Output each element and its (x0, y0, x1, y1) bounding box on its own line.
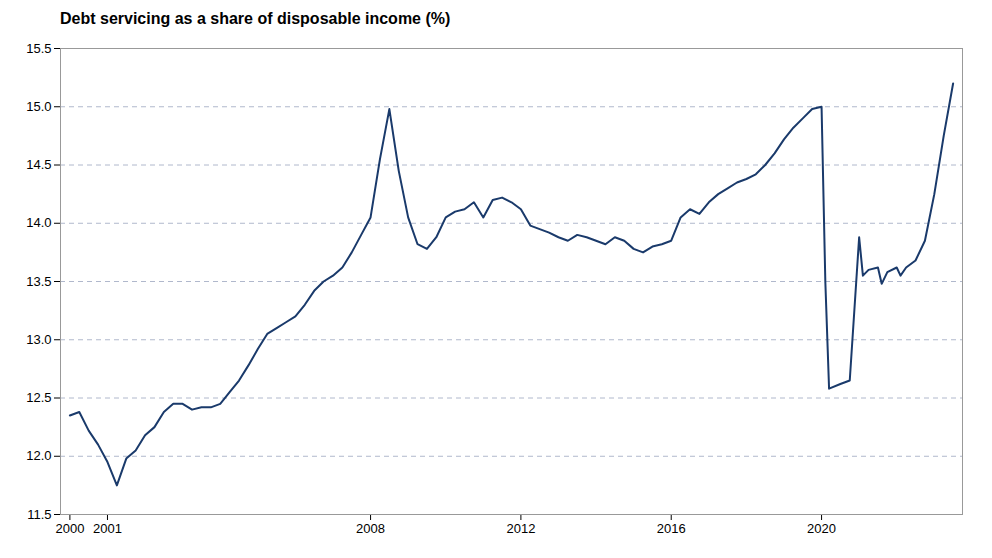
svg-text:2020: 2020 (807, 521, 836, 536)
svg-text:2008: 2008 (356, 521, 385, 536)
svg-text:13.5: 13.5 (26, 274, 51, 289)
svg-text:11.5: 11.5 (27, 507, 51, 522)
svg-text:12.5: 12.5 (26, 390, 51, 405)
svg-text:2000: 2000 (55, 521, 84, 536)
svg-text:2016: 2016 (657, 521, 686, 536)
svg-text:2001: 2001 (93, 521, 122, 536)
svg-text:14.0: 14.0 (26, 215, 51, 230)
svg-text:14.5: 14.5 (26, 157, 51, 172)
svg-text:13.0: 13.0 (26, 332, 51, 347)
svg-text:12.0: 12.0 (26, 448, 51, 463)
svg-text:15.5: 15.5 (26, 41, 51, 56)
svg-text:2012: 2012 (506, 521, 535, 536)
svg-text:15.0: 15.0 (26, 99, 51, 114)
html-text:Debt servicing as a share of d: Debt servicing as a share of disposable … (60, 10, 451, 27)
